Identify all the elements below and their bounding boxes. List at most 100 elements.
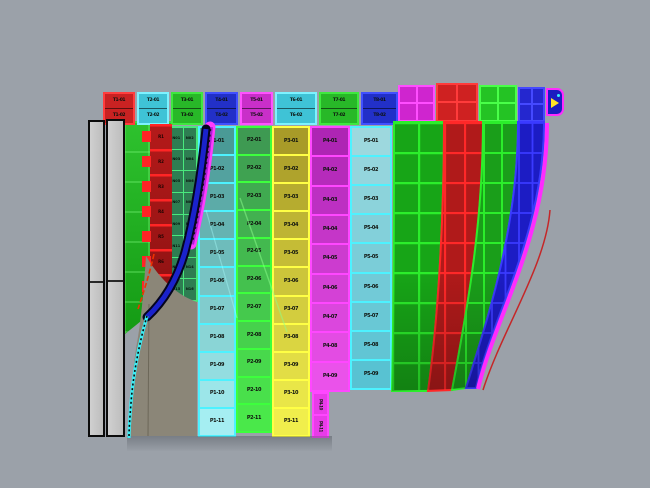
plate-label: P3-07 [283, 306, 299, 313]
plate-cell[interactable]: P4-09 [312, 362, 348, 390]
plate-cell[interactable]: N06 [183, 171, 196, 192]
plate-cell[interactable]: N16 [183, 279, 196, 300]
plate-cell[interactable]: P2-08 [238, 322, 270, 348]
plate-cell[interactable]: P5-05 [352, 244, 390, 272]
plate-cell[interactable]: P2-03 [238, 183, 270, 210]
plate-cell[interactable]: P1-06 [200, 268, 234, 295]
plate-cell[interactable]: P3-04 [274, 212, 308, 239]
plate-cell[interactable]: N04 [183, 149, 196, 171]
plate-label: T1-02 [112, 112, 126, 118]
grid-line [481, 102, 515, 105]
plate-label: P5-03 [363, 196, 379, 203]
plate-cell[interactable]: P5-06 [352, 273, 390, 301]
plate-cell[interactable]: N12 [183, 236, 196, 257]
plate-cell[interactable]: N14 [183, 257, 196, 279]
cap-blue[interactable] [518, 87, 545, 122]
plate-cell[interactable]: P1-05 [200, 240, 234, 267]
plate-row: R1 [150, 124, 172, 149]
plate-cell[interactable]: P5-07 [352, 302, 390, 330]
plate-cell[interactable]: P3-08 [274, 324, 308, 351]
plate-cell[interactable]: P5-09 [352, 360, 390, 388]
plate-label: N09 [172, 222, 181, 227]
plate-cell[interactable]: P2-11 [238, 405, 270, 432]
plate-cell[interactable]: P4-02 [312, 157, 348, 185]
plate-cell[interactable]: P2-10 [238, 377, 270, 404]
plate-cell[interactable]: P3-01 [274, 128, 308, 155]
plate-cell[interactable]: P4-03 [312, 186, 348, 214]
plate-cell[interactable]: P5-04 [352, 215, 390, 243]
plate-cell[interactable]: P1-10 [200, 380, 234, 407]
frame-bar-2[interactable] [106, 119, 125, 437]
plate-cell[interactable]: P4-01 [312, 128, 348, 156]
plate-cell[interactable]: P2-04 [238, 211, 270, 237]
top-band-panel-band-3-green[interactable]: T3-01 T3-02 [171, 92, 203, 125]
plate-cell[interactable]: P3-07 [274, 296, 308, 323]
plate-cell[interactable]: P3-02 [274, 156, 308, 183]
top-band-panel-band-6-cyan[interactable]: T6-01 T6-02 [275, 92, 317, 125]
plate-cell[interactable]: P1-09 [200, 352, 234, 379]
top-band-panel-band-7-green[interactable]: T7-01 T7-02 [319, 92, 359, 125]
plate-cell[interactable]: P3-06 [274, 268, 308, 295]
plate-cell[interactable]: N08 [183, 192, 196, 214]
panel-strip-red[interactable]: R1 R2 R3 R4 R5 R6 R7 [150, 124, 172, 300]
plate-cell[interactable]: P5-08 [352, 331, 390, 359]
plate-cell[interactable]: P4-04 [312, 215, 348, 244]
plate-label: P4-08 [322, 343, 338, 350]
plate-label: P5-07 [363, 312, 379, 319]
plate-label: T3-01 [180, 97, 194, 103]
plate-row: R3 [150, 174, 172, 199]
frame-bar-1[interactable] [88, 120, 105, 437]
plate-cell[interactable]: P2-06 [238, 266, 270, 293]
cap-green[interactable] [479, 85, 517, 122]
plate-row: T5-01 [242, 94, 271, 109]
plate-cell[interactable]: P4-07 [312, 303, 348, 332]
plate-cell[interactable]: N02 [183, 128, 196, 149]
column-col-green: P2-01 P2-02 P2-03 P2-04 P2-05 P2-06 P2-07 P2-08… [236, 126, 272, 433]
plate-cell[interactable]: P1-02 [200, 156, 234, 183]
plate-cell[interactable]: P2-09 [238, 349, 270, 376]
plate-label: R6 [158, 259, 164, 265]
plate-cell[interactable]: P3-05 [274, 240, 308, 267]
plate-cell[interactable]: P4-08 [312, 333, 348, 361]
marker-dot-icon [557, 94, 560, 97]
plate-label: P3-01 [283, 137, 299, 144]
top-band-panel-band-5-magenta[interactable]: T5-01 T5-02 [240, 92, 273, 125]
plate-cell[interactable]: P1-07 [200, 296, 234, 323]
plate-cell[interactable]: P4-10 [314, 394, 327, 414]
plate-cell[interactable]: P2-07 [238, 294, 270, 321]
plate-cell[interactable]: P5-02 [352, 157, 390, 185]
plate-cell[interactable]: P5-01 [352, 128, 390, 156]
plate-cell[interactable]: P3-09 [274, 352, 308, 379]
column-magenta-tabs: P4-10 P4-11 [312, 392, 329, 438]
plate-cell[interactable]: P1-11 [200, 408, 234, 436]
plate-cell[interactable]: P1-01 [200, 128, 234, 155]
plate-row: R6 [150, 250, 172, 275]
plate-cell[interactable]: P2-02 [238, 155, 270, 182]
plate-label: P1-01 [209, 137, 225, 144]
plate-label: P3-04 [283, 221, 299, 228]
plate-label: P5-08 [363, 341, 379, 348]
plate-cell[interactable]: P1-04 [200, 212, 234, 239]
plate-cell[interactable]: P3-10 [274, 380, 308, 407]
plate-cell[interactable]: P4-11 [314, 416, 327, 436]
plate-cell[interactable]: P4-06 [312, 274, 348, 302]
top-band-panel-band-8-blue[interactable]: T8-01 T8-02 [361, 92, 398, 125]
plate-row: T8-01 [363, 94, 396, 109]
plate-cell[interactable]: P2-01 [238, 128, 270, 154]
plate-cell[interactable]: P1-03 [200, 184, 234, 211]
top-band-panel-band-4-blue[interactable]: T4-01 T4-02 [205, 92, 238, 125]
plate-cell[interactable]: P5-03 [352, 186, 390, 214]
plate-cell[interactable]: P2-05 [238, 238, 270, 265]
cap-magenta[interactable] [398, 85, 435, 122]
cap-red[interactable] [436, 83, 478, 122]
plate-cell[interactable]: P4-05 [312, 245, 348, 273]
plate-cell[interactable]: N10 [183, 214, 196, 236]
plate-cell[interactable]: P3-11 [274, 408, 308, 436]
plate-cell[interactable]: P1-08 [200, 324, 234, 351]
plate-cell[interactable]: P3-03 [274, 184, 308, 211]
plate-label: P4-09 [322, 372, 338, 379]
plate-label: N11 [172, 243, 181, 248]
plate-label: P1-05 [209, 249, 225, 256]
top-band-panel-band-2-cyan[interactable]: T2-01 T2-02 [137, 92, 169, 125]
